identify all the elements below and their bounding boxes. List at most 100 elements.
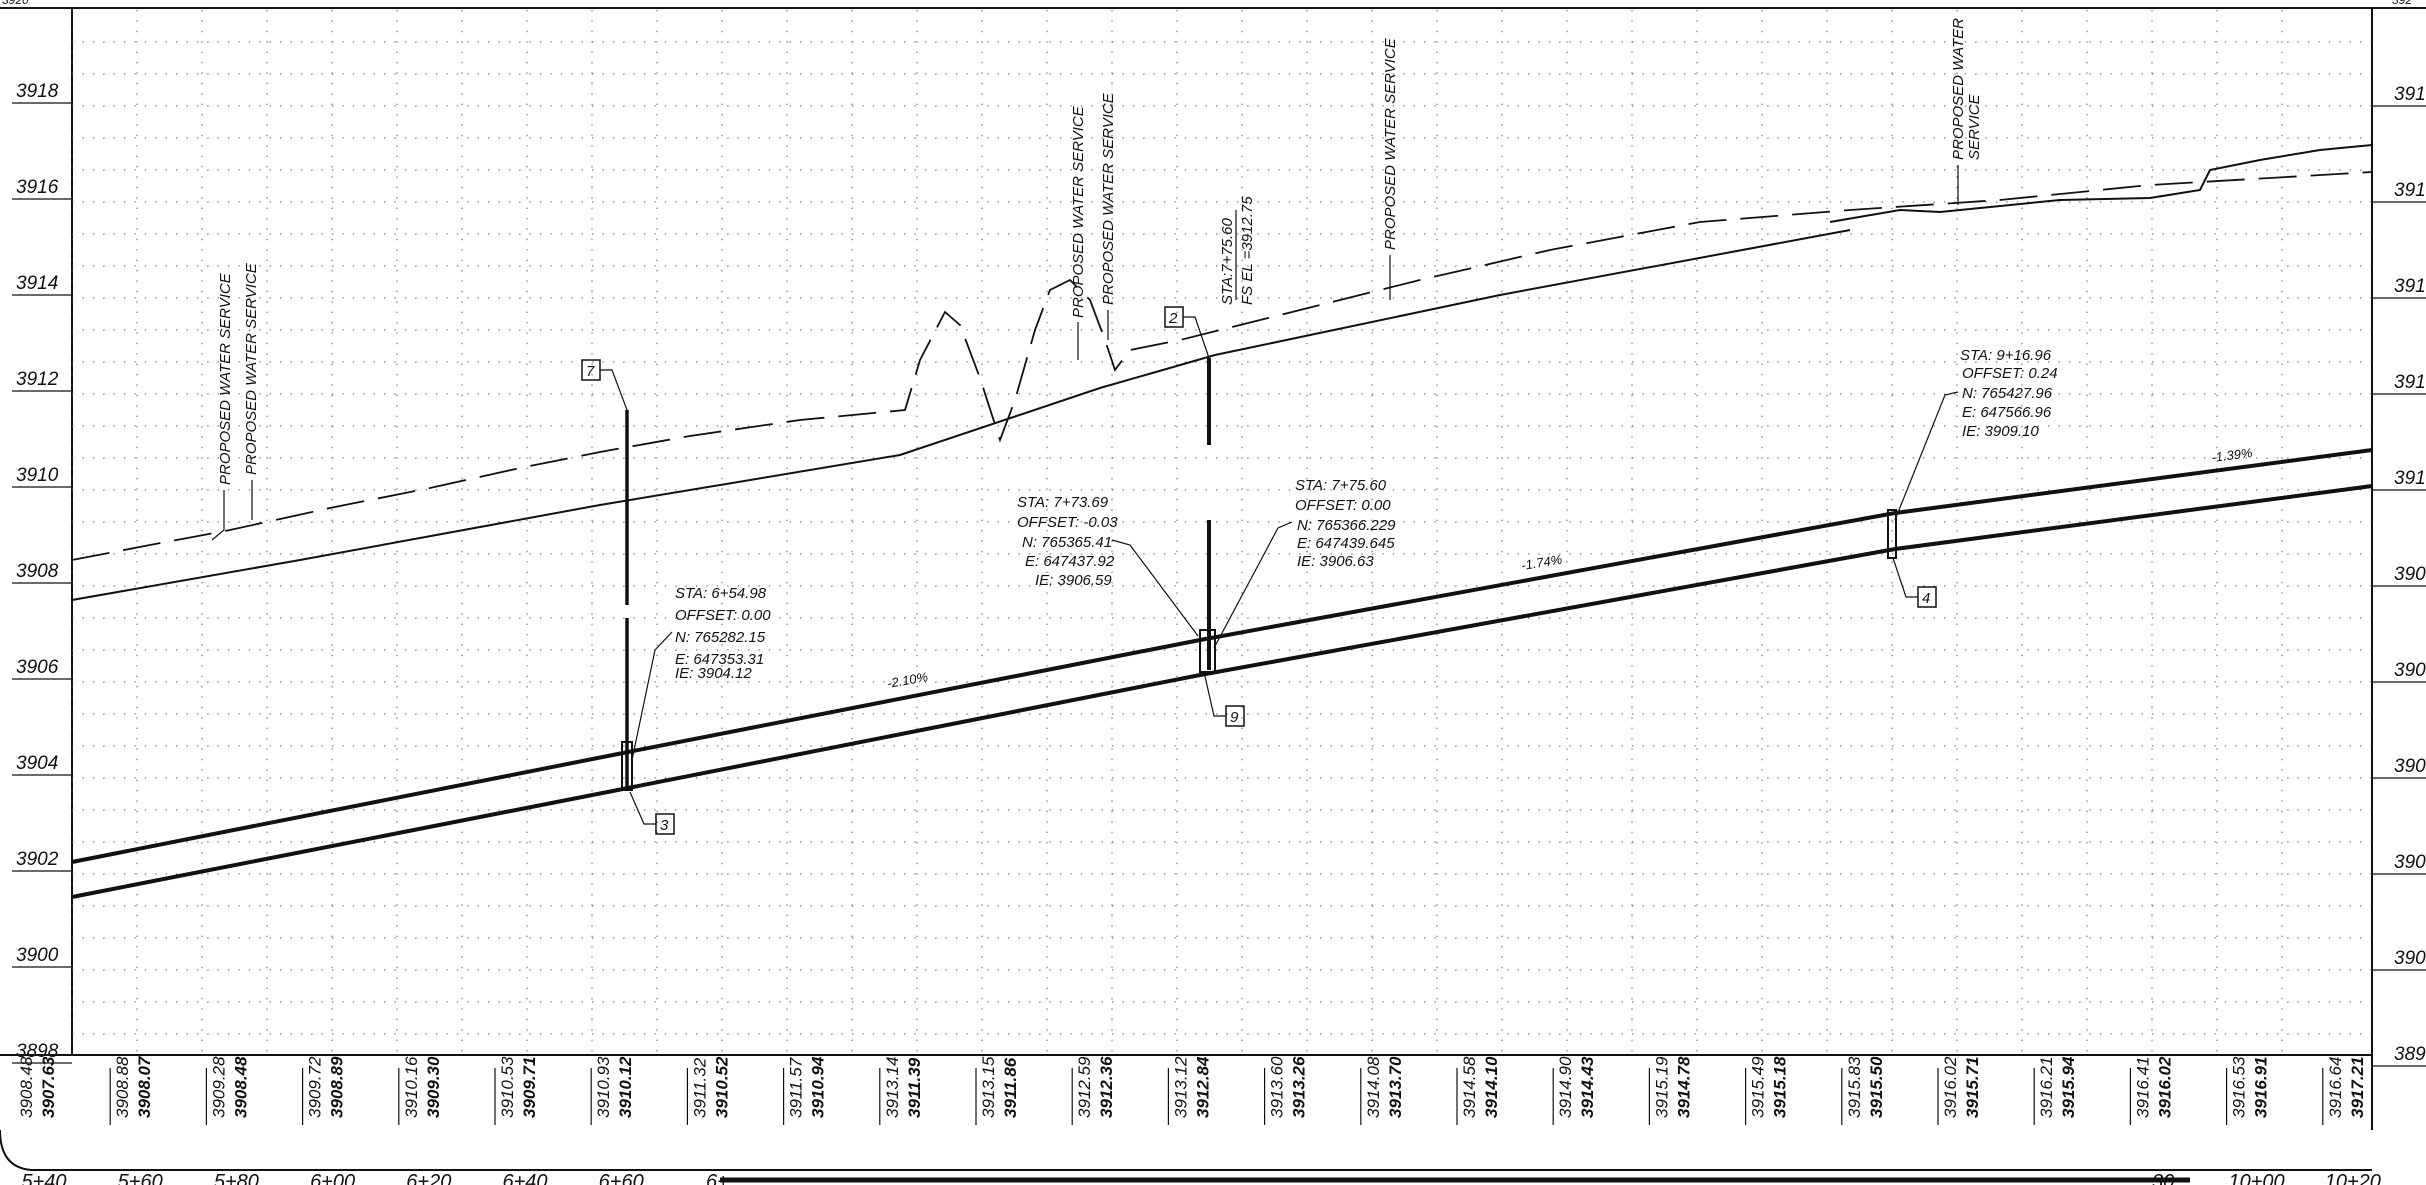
profile-column: 3914.08 3913.70 <box>1360 1056 1405 1125</box>
callout-line: STA: 9+16.96 <box>1960 347 2052 364</box>
tag-4: 4 <box>1892 557 1937 608</box>
profile-column: 3911.32 3910.52 <box>686 1056 731 1125</box>
profile-column: 3915.19 3914.78 <box>1648 1056 1693 1125</box>
existing-elevation: 3915.83 <box>1845 1056 1864 1118</box>
tag-3: 3 <box>629 791 675 835</box>
elevation-label: 3906 <box>16 657 59 678</box>
profile-column: 3914.58 3914.10 <box>1456 1056 1501 1125</box>
service-label-text: PROPOSED WATER SERVICE <box>1070 105 1087 318</box>
proposed-elevation: 3908.89 <box>328 1056 347 1118</box>
callout-line: OFFSET: 0.00 <box>1295 497 1391 514</box>
callout-line: E: 647437.92 <box>1025 553 1115 570</box>
elevation-label: 390 <box>2394 564 2426 585</box>
station-label: 10+00 <box>2229 1171 2285 1185</box>
elevation-label: 3918 <box>16 81 59 102</box>
service-label-5: PROPOSED WATER SERVICE <box>1382 37 1399 300</box>
elevation-label: 3914 <box>16 273 58 294</box>
right-elevation-labels: 391 391 391 391 391 390 390 390 390 390 389 <box>2372 84 2426 1067</box>
service-label-text: PROPOSED WATER SERVICE <box>1100 92 1117 305</box>
service-label-text: PROPOSED WATER SERVICE <box>1382 37 1399 250</box>
existing-ground-solid <box>1829 144 2373 223</box>
callout-line: IE: 3906.63 <box>1297 553 1374 570</box>
existing-elevation: 3912.59 <box>1075 1056 1094 1118</box>
proposed-elevation: 3908.48 <box>231 1056 250 1118</box>
profile-column: 3909.72 3908.89 <box>302 1056 347 1125</box>
existing-elevation: 3908.48 <box>17 1056 36 1118</box>
proposed-elevation: 3912.36 <box>1097 1056 1116 1118</box>
profile-column: 3916.41 3916.02 <box>2129 1056 2174 1125</box>
callout-sta-9-16: STA: 9+16.96 OFFSET: 0.24 N: 765427.96 E… <box>1894 347 2058 521</box>
elevation-label: 391 <box>2394 84 2426 105</box>
elevation-label: 3908 <box>16 561 59 582</box>
callout-sta-6-54: STA: 6+54.98 OFFSET: 0.00 N: 765282.15 E… <box>631 585 771 761</box>
elevation-label: 390 <box>2394 852 2426 873</box>
callout-line: STA: 6+54.98 <box>675 585 767 602</box>
callout-line: IE: 3904.12 <box>675 665 752 682</box>
service-label-text: PROPOSED WATER SERVICE <box>217 272 234 485</box>
existing-elevation: 3916.41 <box>2133 1057 2152 1118</box>
existing-elevation: 3913.12 <box>1171 1056 1190 1118</box>
elevation-label: 3902 <box>16 849 59 870</box>
proposed-elevation: 3916.02 <box>2155 1056 2174 1118</box>
existing-elevation: 3914.08 <box>1364 1056 1383 1118</box>
service-label-2: PROPOSED WATER SERVICE <box>243 262 260 520</box>
grade-label: -1.74% <box>1520 552 1563 573</box>
profile-column: 3915.83 3915.50 <box>1841 1056 1886 1125</box>
existing-elevation: 3916.21 <box>2037 1057 2056 1118</box>
elevation-label: 389 <box>2394 1044 2426 1065</box>
callout-line: N: 765366.229 <box>1297 517 1396 534</box>
profile-column: 3913.12 3912.84 <box>1167 1056 1212 1125</box>
proposed-elevation: 3909.30 <box>424 1056 443 1118</box>
callout-line: N: 765282.15 <box>675 629 766 646</box>
elevation-label: 3912 <box>16 369 59 390</box>
svg-text:7: 7 <box>586 363 595 380</box>
existing-elevation: 3914.58 <box>1460 1056 1479 1118</box>
tag-7: 7 <box>581 359 628 411</box>
callout-line: IE: 3909.10 <box>1962 423 2039 440</box>
elevation-label: 390 <box>2394 948 2426 969</box>
svg-text:4: 4 <box>1922 590 1930 607</box>
tag-9: 9 <box>1203 671 1245 727</box>
profile-column: 3916.02 3915.71 <box>1937 1056 1982 1125</box>
callout-line: OFFSET: -0.03 <box>1017 514 1118 531</box>
proposed-elevation: 3911.86 <box>1001 1057 1020 1118</box>
profile-column: 3914.90 3914.43 <box>1552 1056 1597 1125</box>
existing-elevation: 3908.88 <box>113 1056 132 1118</box>
elevation-label: 3916 <box>16 177 59 198</box>
profile-column: 3916.64 3917.21 <box>2322 1057 2367 1125</box>
structure-verticals <box>621 358 1897 791</box>
profile-column: 3912.59 3912.36 <box>1071 1056 1116 1125</box>
existing-elevation: 3910.53 <box>498 1056 517 1118</box>
existing-elevation: 3916.02 <box>1941 1056 1960 1118</box>
elevation-label: 391 <box>2394 180 2426 201</box>
existing-elevation: 3909.72 <box>306 1056 325 1118</box>
callout-sta-7-75: STA: 7+75.60 OFFSET: 0.00 N: 765366.229 … <box>1213 477 1396 649</box>
profile-column: 3908.88 3908.07 <box>109 1055 154 1125</box>
station-label: 6+20 <box>406 1171 451 1185</box>
station-label: 10+20 <box>2325 1171 2381 1185</box>
sheet-frame <box>0 7 2426 1183</box>
proposed-elevation: 3915.71 <box>1963 1057 1982 1118</box>
existing-elevation: 3909.28 <box>209 1056 228 1118</box>
profile-column: 3913.60 3913.26 <box>1264 1056 1309 1125</box>
proposed-elevation: 3908.07 <box>135 1055 154 1118</box>
elevation-label: 3910 <box>16 465 59 486</box>
service-label-line2: SERVICE <box>1966 93 1983 160</box>
existing-elevation: 3911.32 <box>690 1057 709 1118</box>
existing-elevation: 3914.90 <box>1556 1056 1575 1118</box>
proposed-elevation: 3910.94 <box>809 1056 828 1118</box>
callout-line: N: 765365.41 <box>1022 534 1112 551</box>
existing-elevation: 3913.14 <box>883 1057 902 1118</box>
callout-line: STA: 7+75.60 <box>1295 477 1387 494</box>
elevation-label: 3900 <box>16 945 59 966</box>
profile-column: 3908.48 3907.63 <box>17 1056 58 1118</box>
pipe-bottom-line <box>71 484 2373 899</box>
proposed-surface-line <box>71 229 1851 601</box>
callout-line: OFFSET: 0.00 <box>675 607 771 624</box>
callout-line: E: 647439.645 <box>1297 535 1395 552</box>
proposed-elevation: 3912.84 <box>1193 1056 1212 1118</box>
existing-elevation: 3910.93 <box>594 1056 613 1118</box>
service-label-3: PROPOSED WATER SERVICE <box>1070 105 1087 360</box>
station-label: 6+ <box>706 1171 729 1185</box>
